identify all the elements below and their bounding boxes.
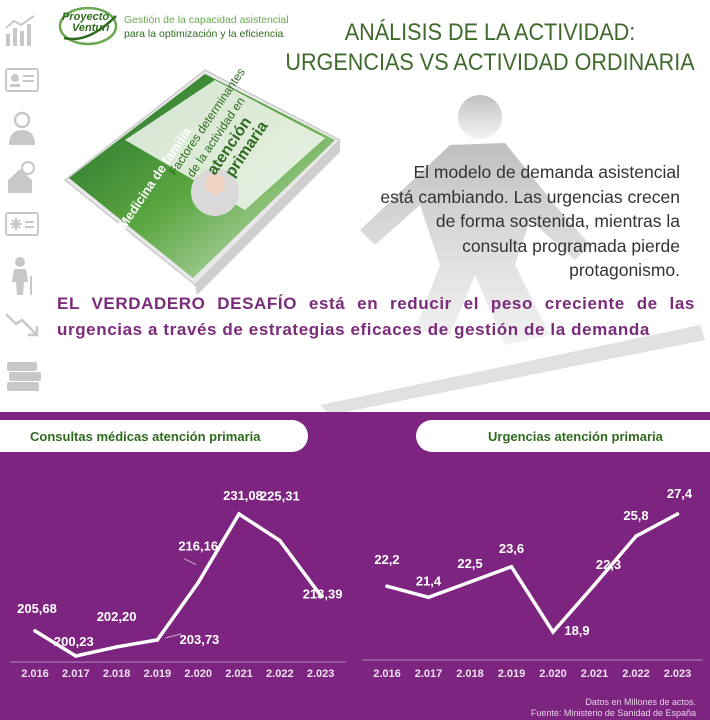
house-care-icon	[8, 161, 35, 193]
urgencias-line-chart: 22,2 2.016 21,4 2.017 22,5 2.018 23,6 2.019 18,9…	[362, 486, 703, 680]
urgencias-point-1	[426, 595, 431, 600]
urgencias-tick-3: 2.019	[498, 668, 526, 680]
logo-name: Proyecto Venturi	[62, 12, 110, 34]
challenge-statement: EL VERDADERO DESAFÍO está en reducir el …	[57, 294, 695, 339]
logo-name-line1: Proyecto	[62, 11, 110, 23]
consultas-leader-4	[183, 558, 197, 566]
chart-title-consultas: Consultas médicas atención primaria	[0, 420, 308, 452]
consultas-leader-3	[165, 633, 182, 639]
consultas-data-label-3: 203,73	[180, 632, 220, 647]
consultas-data-label-0: 205,68	[17, 601, 57, 616]
consultas-series-line	[34, 511, 323, 658]
urgencias-tick-5: 2.021	[581, 668, 609, 680]
consultas-data-label-1: 200,23	[54, 634, 94, 649]
urgencias-point-5	[592, 583, 597, 587]
intro-paragraph: El modelo de demanda asistencial está ca…	[380, 162, 680, 280]
urgencias-point-4	[551, 630, 555, 634]
id-card-icon	[5, 68, 39, 92]
urgencias-point-2	[468, 580, 472, 584]
logo-name-line2: Venturi	[72, 22, 110, 34]
trend-down-icon	[5, 313, 39, 337]
logo-tagline-1: Gestión de la capacidad asistencial	[124, 14, 289, 26]
consultas-point-1	[74, 654, 78, 658]
urgencias-data-label-2: 22,5	[457, 556, 482, 571]
doctor-icon	[9, 111, 35, 145]
consultas-tick-2: 2.018	[103, 668, 131, 680]
consultas-tick-0: 2.016	[21, 668, 49, 680]
charts-panel	[0, 412, 710, 720]
consultas-data-label-7: 213,39	[303, 586, 343, 601]
title-line-2: URGENCIAS VS ACTIVIDAD ORDINARIA	[285, 49, 695, 76]
urgencias-point-3	[509, 564, 514, 569]
consultas-point-7	[318, 593, 323, 598]
urgencias-tick-6: 2.022	[622, 668, 650, 680]
consultas-tick-7: 2.023	[307, 668, 335, 680]
book-cover-image: Medicina de familia Factores determinant…	[64, 65, 341, 295]
logo-tagline-2: para la optimización y la eficiencia	[124, 28, 284, 40]
medical-card-icon	[5, 212, 39, 236]
urgencias-data-label-7: 27,4	[667, 486, 693, 501]
running-figure-silhouette	[320, 95, 705, 415]
urgencias-tick-1: 2.017	[415, 668, 443, 680]
elderly-icon	[12, 257, 32, 295]
urgencias-tick-0: 2.016	[373, 668, 401, 680]
books-icon	[7, 362, 41, 391]
urgencias-point-6	[634, 534, 638, 539]
consultas-point-0	[33, 629, 37, 633]
footnote-line-2: Fuente: Ministerio de Sanidad de España	[530, 708, 696, 718]
project-logo: Proyecto Venturi Gestión de la capacidad…	[58, 4, 289, 48]
consultas-tick-5: 2.021	[225, 668, 253, 680]
urgencias-data-label-4: 18,9	[564, 623, 589, 638]
consultas-data-label-5: 231,08	[223, 488, 263, 503]
logo-swoosh-icon	[58, 6, 118, 46]
consultas-data-label-2: 202,20	[97, 609, 137, 624]
chart-title-urgencias: Urgencias atención primaria	[416, 420, 710, 452]
consultas-line-chart: 205,68 2.016 200,23 2.017 202,20 2.018 203,73 2…	[10, 488, 346, 680]
consultas-point-5	[237, 512, 241, 516]
urgencias-data-label-0: 22,2	[374, 552, 399, 567]
consultas-point-4	[196, 580, 200, 585]
urgencias-point-7	[675, 512, 680, 516]
urgencias-data-label-1: 21,4	[416, 573, 442, 588]
consultas-data-label-6: 225,31	[260, 489, 300, 504]
urgencias-tick-2: 2.018	[456, 668, 484, 680]
urgencias-series-line	[386, 512, 679, 635]
footnote-line-1: Datos en Millones de actos.	[585, 697, 696, 707]
consultas-point-3	[155, 638, 160, 642]
consultas-tick-4: 2.020	[184, 668, 212, 680]
consultas-tick-3: 2.019	[144, 668, 172, 680]
page-title: ANÁLISIS DE LA ACTIVIDAD: URGENCIAS VS A…	[238, 18, 710, 78]
title-line-1: ANÁLISIS DE LA ACTIVIDAD:	[344, 19, 636, 46]
urgencias-tick-7: 2.023	[664, 668, 692, 680]
urgencias-data-label-5: 22,3	[596, 557, 621, 572]
left-icon-column	[0, 0, 46, 400]
urgencias-point-0	[385, 584, 389, 588]
consultas-data-label-4: 216,16	[178, 539, 218, 554]
consultas-point-6	[278, 538, 282, 543]
urgencias-tick-4: 2.020	[539, 668, 567, 680]
source-footnote: Datos en Millones de actos. Fuente: Mini…	[531, 697, 696, 719]
consultas-tick-6: 2.022	[266, 668, 294, 680]
consultas-tick-1: 2.017	[62, 668, 90, 680]
urgencias-data-label-3: 23,6	[499, 541, 524, 556]
consultas-point-2	[114, 645, 119, 649]
bar-chart-icon	[5, 15, 35, 46]
urgencias-data-label-6: 25,8	[623, 508, 648, 523]
